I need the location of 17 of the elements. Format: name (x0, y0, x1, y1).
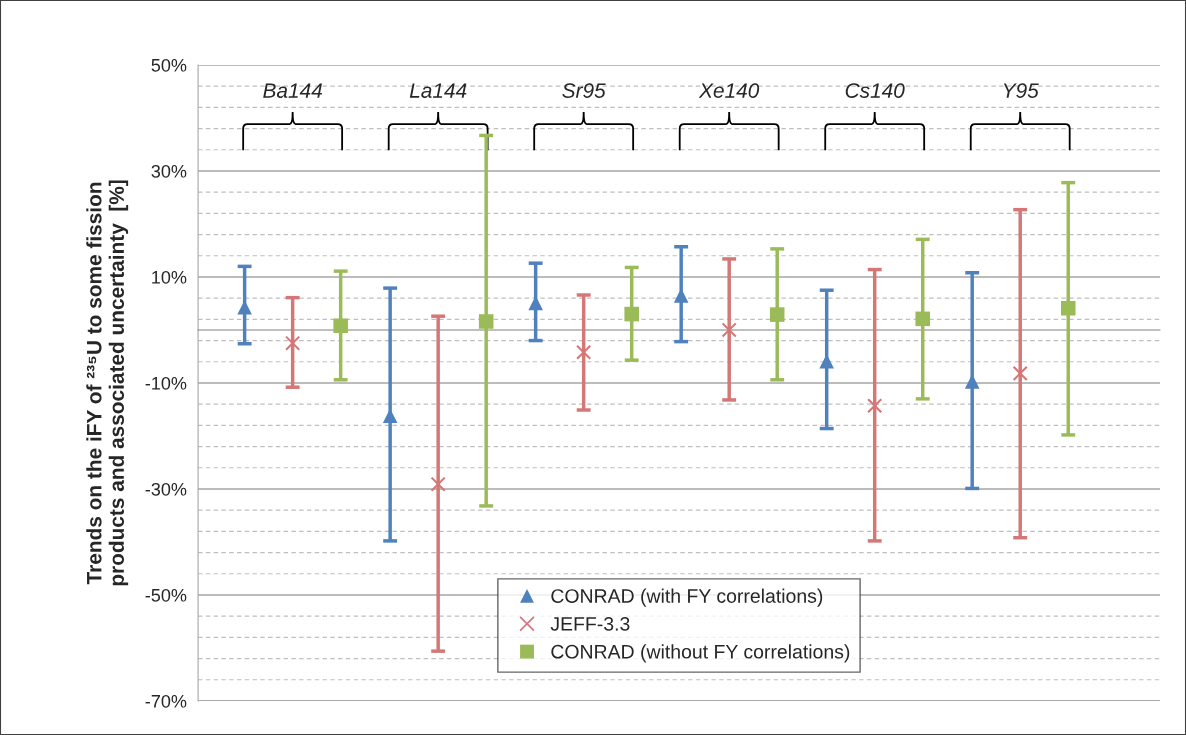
x-tick-label: Xe140 (698, 83, 760, 98)
y-tick-label: -70% (145, 694, 187, 708)
legend-label: JEFF-3.3 (550, 616, 630, 631)
x-tick-label: Sr95 (562, 83, 606, 98)
y-tick-label: 50% (151, 58, 187, 72)
y-tick-label: 10% (152, 270, 187, 284)
y-tick-label: 30% (151, 164, 187, 178)
y-tick-label: -10% (145, 376, 187, 390)
legend-label: CONRAD (with FY correlations) (551, 588, 823, 607)
y-tick-label: -50% (145, 588, 187, 602)
x-tick-label: Ba144 (263, 83, 322, 98)
x-tick-label: La144 (409, 83, 467, 98)
y-tick-label: -30% (145, 482, 187, 496)
x-tick-label: Cs140 (845, 83, 905, 98)
legend-label: CONRAD (without FY correlations) (551, 644, 850, 663)
y-axis-title: Trends on the iFY of ²³⁵U to some fission products and associated uncertainty [%] (86, 180, 129, 586)
x-tick-label: Y95 (1003, 83, 1039, 98)
